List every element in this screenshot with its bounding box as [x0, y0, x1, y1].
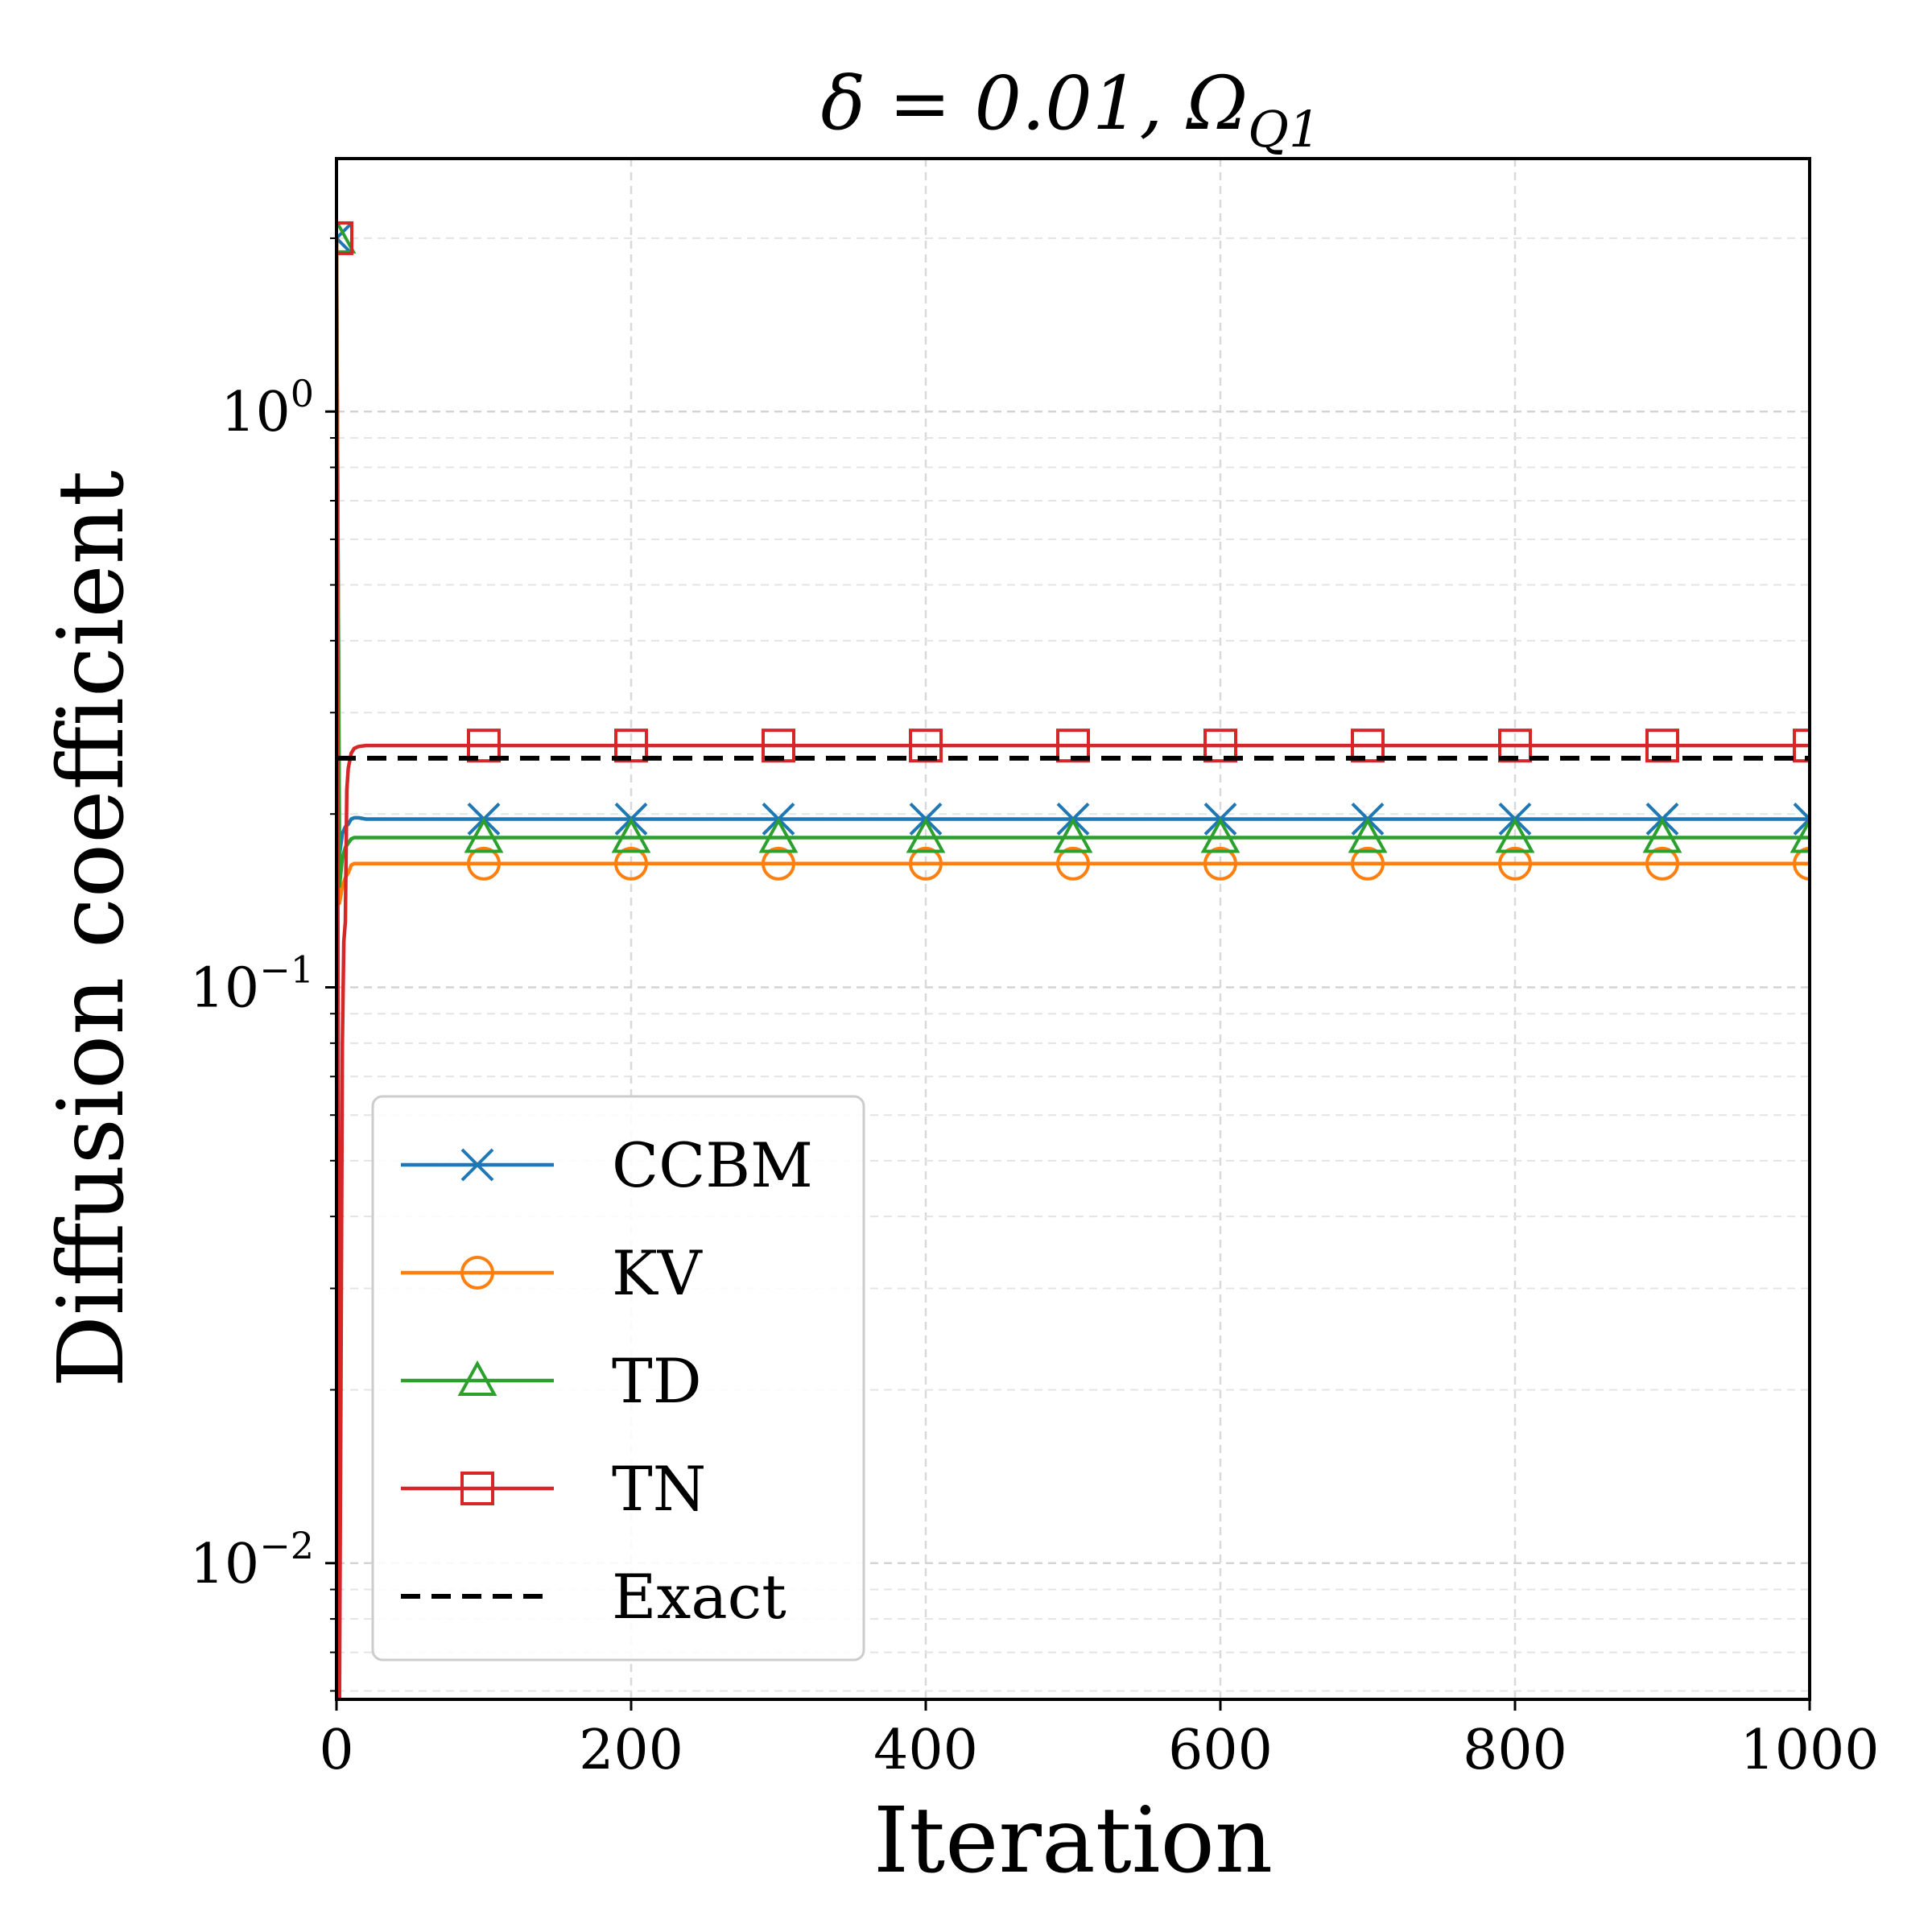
series-marker-kv	[1645, 846, 1679, 881]
series-marker-td	[1790, 817, 1810, 853]
series-marker-kv	[1498, 846, 1532, 881]
legend-items: CCBM KV TD TN Exact	[401, 1129, 813, 1633]
series-marker-tn	[467, 729, 501, 763]
series-marker-td	[906, 817, 946, 853]
legend-marker-ccbm	[460, 1148, 494, 1182]
series-marker-tn	[909, 729, 943, 763]
series-layer	[336, 217, 1810, 1699]
legend-label-exact: Exact	[612, 1561, 786, 1633]
series-marker-ccbm	[336, 221, 353, 255]
series-line-ccbm	[336, 237, 1810, 857]
series-marker-td	[1642, 817, 1682, 853]
series-marker-kv	[1351, 846, 1385, 881]
series-marker-tn	[762, 729, 795, 763]
series-marker-td	[1200, 817, 1241, 853]
series-marker-td	[611, 817, 651, 853]
series-marker-kv	[467, 846, 501, 881]
series-line-tn	[336, 237, 1810, 1699]
y-tick-label: 10−1	[190, 948, 314, 1021]
series-td	[336, 217, 1810, 888]
legend-marker-td	[457, 1360, 497, 1396]
series-marker-kv	[1203, 846, 1237, 881]
plot-frame	[335, 157, 1811, 1701]
series-marker-ccbm	[1793, 803, 1810, 836]
x-tick-label: 0	[319, 1719, 353, 1782]
series-line-kv	[336, 237, 1810, 906]
series-marker-tn	[1498, 729, 1532, 763]
series-marker-tn	[614, 729, 648, 763]
series-marker-tn	[1203, 729, 1237, 763]
series-marker-tn	[1056, 729, 1090, 763]
series-marker-tn	[1793, 729, 1810, 763]
legend-box	[371, 1095, 865, 1662]
series-marker-kv	[909, 846, 943, 881]
series-marker-kv	[1056, 846, 1090, 881]
chart-title-subscript: Q1	[1248, 100, 1320, 159]
series-marker-td	[464, 817, 504, 853]
x-tick-label: 1000	[1740, 1719, 1879, 1782]
y-axis-label: Diffusion coefficient	[39, 470, 144, 1388]
legend-marker-kv	[460, 1256, 494, 1290]
series-line-td	[336, 237, 1810, 888]
legend-label-ccbm: CCBM	[612, 1129, 813, 1201]
series-kv	[336, 237, 1810, 906]
x-tick-label: 800	[1463, 1719, 1567, 1782]
y-tick-label: 100	[221, 372, 314, 444]
tick-layer: 0 200 400 600 800 1000 10−2 10−1 100	[190, 237, 1880, 1782]
x-tick-label: 400	[873, 1719, 978, 1782]
x-tick-label: 600	[1168, 1719, 1273, 1782]
legend-label-tn: TN	[612, 1453, 706, 1525]
series-marker-kv	[614, 846, 648, 881]
series-marker-td	[1053, 817, 1093, 853]
series-marker-kv	[762, 846, 795, 881]
series-marker-td	[1495, 817, 1535, 853]
series-tn	[336, 221, 1810, 1699]
series-marker-tn	[1351, 729, 1385, 763]
series-marker-kv	[1793, 846, 1810, 881]
series-marker-tn	[1645, 729, 1679, 763]
x-axis-label: Iteration	[873, 1789, 1273, 1893]
legend-label-kv: KV	[612, 1237, 703, 1309]
series-marker-tn	[336, 221, 353, 255]
legend-marker-tn	[460, 1472, 494, 1505]
y-tick-label: 10−2	[190, 1524, 314, 1596]
legend-label-td: TD	[612, 1345, 702, 1417]
x-tick-label: 200	[579, 1719, 683, 1782]
series-marker-td	[758, 817, 799, 853]
legend: CCBM KV TD TN Exact	[371, 1095, 865, 1662]
series-marker-td	[336, 217, 357, 254]
series-marker-td	[1348, 817, 1388, 853]
chart-title: δ = 0.01, ΩQ1	[821, 60, 1321, 159]
